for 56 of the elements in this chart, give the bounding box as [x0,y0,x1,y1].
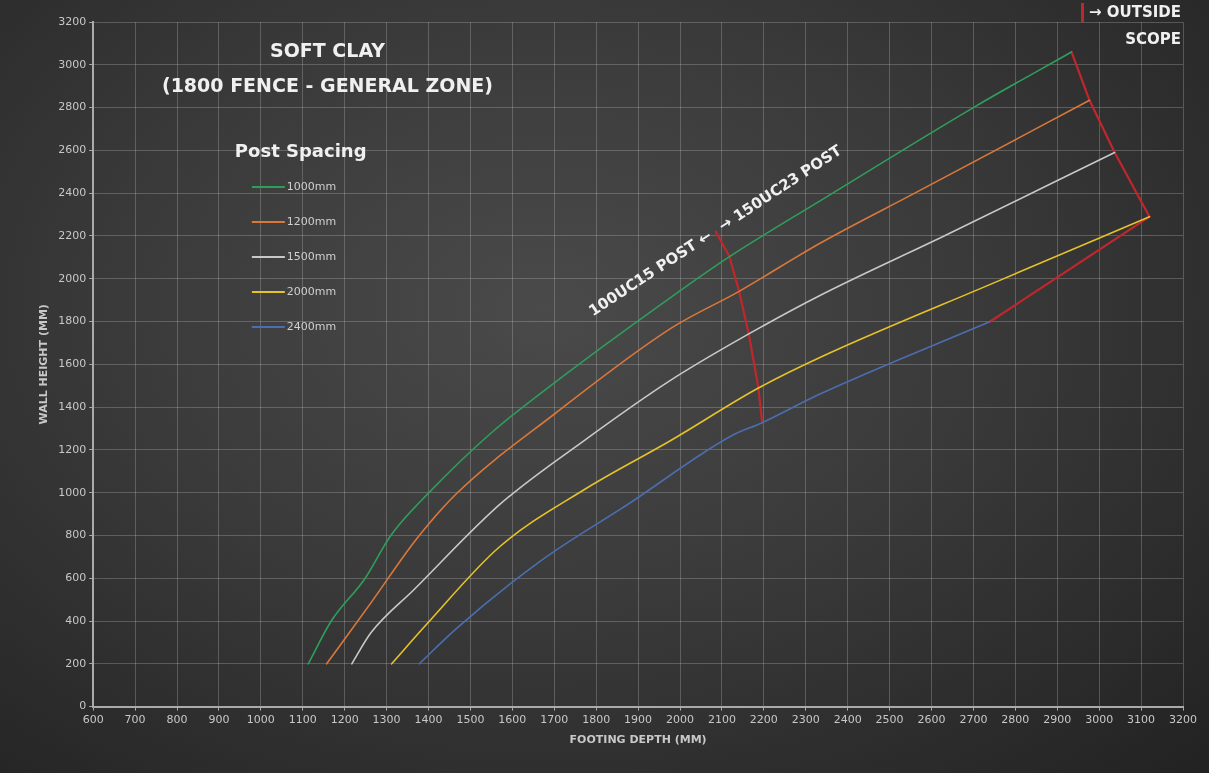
y-tick-label: 400 [65,613,87,627]
x-tick-label: 1800 [582,713,611,727]
y-tick-label: 2000 [58,271,87,285]
y-tick-label: 1000 [58,485,87,499]
x-tick-label: 2600 [917,713,946,727]
y-tick-label: 3000 [58,57,87,71]
y-tick-label: 200 [65,656,87,670]
line-series [418,320,991,665]
x-tick-label: 2500 [875,713,904,727]
x-tick-label: 2900 [1043,713,1072,727]
y-tick-label: 1800 [58,314,87,328]
y-tick-label: 2600 [58,143,87,157]
y-tick-label: 1200 [58,442,87,456]
y-tick-label: 3200 [58,14,87,28]
y-tick-label: 1600 [58,357,87,371]
y-axis-title: WALL HEIGHT (MM) [37,304,51,425]
y-tick-label: 0 [79,699,87,713]
x-tick-label: 1700 [540,713,569,727]
x-tick-label: 1900 [624,713,653,727]
x-tick-label: 800 [166,713,188,727]
y-tick-label: 800 [65,528,87,542]
text: (1800 FENCE - GENERAL ZONE) [161,73,494,96]
x-tick-label: 1000 [246,713,275,727]
legend-label: 2400mm [286,319,337,333]
x-tick-label: 1100 [288,713,317,727]
x-tick-label: 3000 [1085,713,1114,727]
x-tick-label: 2000 [666,713,695,727]
annotation: → OUTSIDE SCOPE [1088,2,1181,48]
x-tick-label: 3100 [1127,713,1156,727]
x-tick-label: 1600 [498,713,527,727]
x-tick-label: 2100 [707,713,736,727]
y-tick-label: 1400 [58,399,87,413]
x-tick-label: 3200 [1169,713,1197,727]
x-axis-title: FOOTING DEPTH (MM) [569,733,707,747]
legend-label: 1200mm [286,214,337,228]
legend-label: 1000mm [286,179,337,193]
x-tick-label: 1400 [414,713,443,727]
x-tick-label: 1300 [372,713,401,727]
x-tick-label: 2700 [959,713,988,727]
x-tick-label: 900 [208,713,230,727]
text: SOFT CLAY [269,38,386,61]
x-tick-label: 700 [124,713,146,727]
x-tick-label: 2200 [749,713,778,727]
legend-label: 2000mm [286,284,337,298]
y-tick-label: 600 [65,571,87,585]
x-tick-label: 2300 [791,713,820,727]
y-tick-label: 2400 [58,186,87,200]
legend-title: Post Spacing [234,139,367,161]
legend-label: 1500mm [286,249,337,263]
x-tick-label: 1500 [456,713,485,727]
y-tick-label: 2800 [58,100,87,114]
x-tick-label: 2400 [833,713,862,727]
y-tick-label: 2200 [58,228,87,242]
x-tick-label: 2800 [1001,713,1030,727]
x-tick-label: 1200 [330,713,359,727]
x-tick-label: 600 [82,713,104,727]
